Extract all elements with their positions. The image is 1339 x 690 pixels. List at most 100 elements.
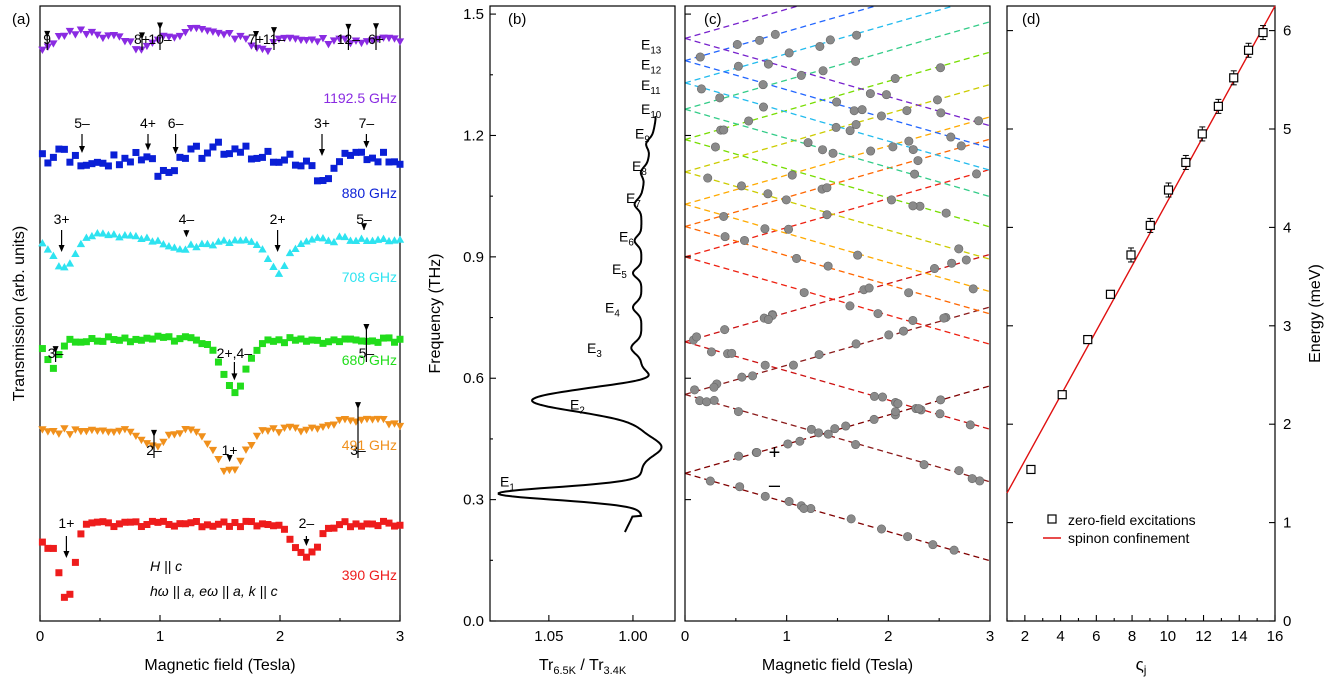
data-point-3	[198, 340, 206, 348]
branch-line-up	[685, 306, 990, 396]
data-point-5	[176, 520, 184, 528]
data-point-3	[220, 370, 228, 378]
data-point	[941, 208, 951, 218]
data-point-1	[137, 156, 145, 164]
data-point-1	[192, 142, 200, 150]
data-point	[703, 173, 713, 183]
data-point-5	[313, 543, 321, 551]
label-sub: 4	[614, 308, 620, 319]
arrow-head	[183, 230, 190, 238]
branch-line-up	[685, 6, 801, 39]
data-point-0	[43, 43, 53, 51]
data-point	[770, 29, 780, 39]
data-point-2	[71, 249, 80, 258]
data-point-5	[231, 519, 239, 527]
data-point	[796, 70, 806, 80]
data-point-1	[280, 156, 288, 164]
data-point-5	[82, 520, 90, 528]
data-point-0	[340, 35, 350, 44]
data-point-square	[1213, 101, 1223, 111]
data-point-3	[302, 337, 310, 345]
data-point-2	[115, 233, 124, 241]
data-point	[720, 325, 730, 335]
data-point-0	[93, 31, 102, 39]
data-point	[873, 309, 883, 319]
branch-line-down	[685, 171, 990, 260]
data-point-2	[357, 234, 366, 242]
data-point-2	[43, 245, 53, 253]
data-point-0	[104, 32, 113, 40]
data-point-0	[313, 38, 322, 46]
data-point-3	[390, 338, 398, 346]
data-point	[841, 421, 851, 431]
data-point-5	[44, 544, 52, 552]
data-point-2	[346, 236, 355, 244]
data-point-4	[274, 429, 284, 437]
data-point-1	[159, 166, 167, 174]
x-axis-label-d: ςj	[1136, 655, 1147, 677]
data-point-5	[220, 518, 228, 526]
arrow-head	[355, 402, 361, 410]
data-point	[974, 116, 984, 126]
data-point-5	[71, 558, 79, 566]
data-point-1	[390, 158, 398, 166]
data-point	[956, 141, 966, 151]
arrow-head	[231, 373, 238, 381]
data-point	[849, 106, 859, 116]
data-point-2	[181, 245, 190, 253]
data-point-5	[121, 518, 129, 526]
data-point-0	[302, 36, 311, 45]
data-point	[881, 90, 891, 100]
data-point	[736, 181, 746, 191]
data-point-1	[214, 138, 222, 146]
data-point-1	[115, 161, 123, 169]
data-point-5	[385, 519, 393, 527]
data-point-1	[148, 155, 156, 163]
data-point	[967, 474, 977, 484]
data-point-4	[313, 425, 322, 433]
data-point-5	[165, 521, 173, 529]
x-tick-label-d: 4	[1056, 628, 1064, 645]
data-point-5	[352, 520, 360, 528]
data-point	[828, 148, 838, 158]
branch-line-up	[685, 138, 990, 228]
label-sub: 12	[650, 66, 661, 77]
data-point	[928, 540, 938, 550]
data-point-4	[175, 430, 185, 438]
data-point	[954, 244, 964, 254]
data-point	[902, 106, 912, 116]
x-tick-label-d: 6	[1092, 628, 1100, 645]
x-axis-label-part: / Tr	[576, 657, 604, 674]
data-point-2	[285, 248, 295, 257]
data-point-2	[241, 235, 251, 244]
data-point	[972, 169, 982, 179]
data-point-0	[54, 33, 64, 41]
data-point-1	[286, 150, 294, 158]
data-point-3	[154, 332, 162, 340]
data-point	[758, 80, 768, 90]
data-point	[803, 138, 813, 148]
data-point-2	[296, 239, 306, 247]
data-point-3	[176, 335, 184, 343]
x-axis-label-part: 6.5K	[553, 665, 576, 677]
data-point-square	[1083, 334, 1093, 345]
data-point-3	[104, 333, 112, 341]
energy-level-label: E1	[500, 473, 515, 493]
data-point-4	[60, 425, 69, 433]
data-point-1	[104, 162, 112, 170]
data-point	[815, 41, 825, 51]
x-tick-label-b: 1.00	[618, 628, 647, 645]
data-point-2	[247, 237, 256, 245]
label-main: E	[619, 229, 628, 245]
data-point-3	[291, 336, 299, 344]
data-point-2	[197, 239, 207, 247]
data-point-5	[363, 520, 371, 528]
data-point	[795, 436, 805, 446]
data-point-5	[286, 535, 294, 543]
data-point-square	[1057, 390, 1067, 400]
x-tick-label-d: 12	[1195, 628, 1212, 645]
data-point-1	[225, 150, 233, 158]
data-point-4	[65, 431, 75, 439]
label-sub: 6	[628, 238, 634, 249]
data-point	[788, 360, 798, 370]
